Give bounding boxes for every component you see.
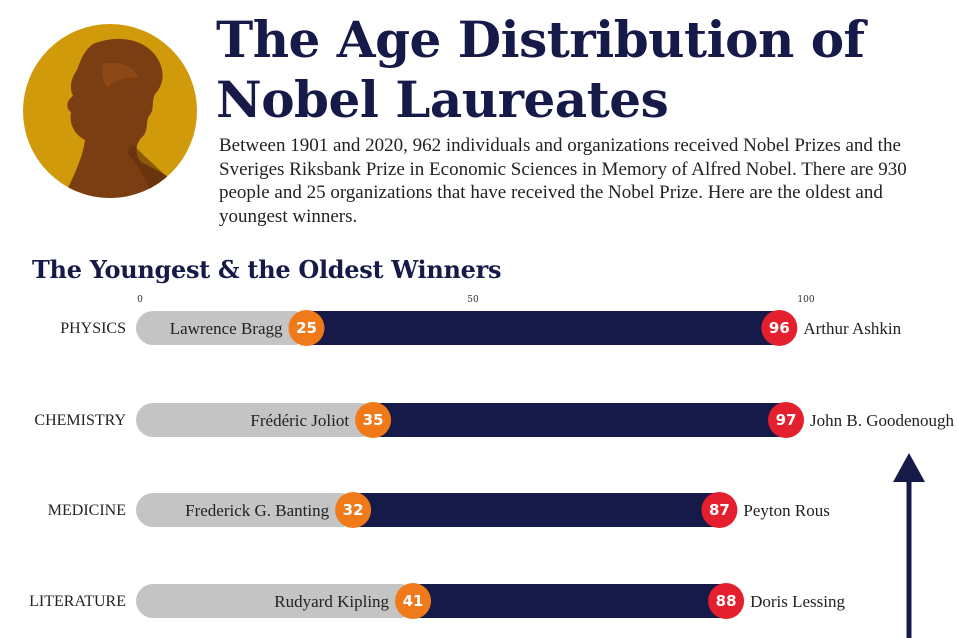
page-title: The Age Distribution of Nobel Laureates bbox=[216, 10, 865, 129]
grey-bar bbox=[136, 584, 418, 618]
oldest-age-label: 87 bbox=[709, 501, 730, 519]
youngest-age-label: 25 bbox=[296, 319, 317, 337]
x-tick-label: 100 bbox=[797, 295, 814, 305]
oldest-winner-name: John B. Goodenough bbox=[810, 411, 955, 430]
age-range-chart: 0 50 100 PHYSICS Lawrence Bragg 25 96 Arthur A… bbox=[29, 295, 955, 638]
grey-bar bbox=[136, 403, 378, 437]
age-range-bar bbox=[353, 493, 720, 527]
oldest-age-marker bbox=[701, 492, 738, 528]
chart-row: LITERATURE Rudyard Kipling 41 88 Doris Lessi… bbox=[29, 583, 845, 619]
x-tick-label: 0 bbox=[137, 295, 143, 305]
chart-row: PHYSICS Lawrence Bragg 25 96 Arthur Ashkin bbox=[60, 310, 902, 346]
x-tick-label: 50 bbox=[467, 295, 479, 305]
age-range-bar bbox=[373, 403, 787, 437]
category-label: MEDICINE bbox=[48, 502, 126, 519]
oldest-age-label: 97 bbox=[776, 411, 797, 429]
nobel-medal-icon bbox=[23, 24, 197, 198]
chart-row: CHEMISTRY Frédéric Joliot 35 97 John B. Good… bbox=[34, 402, 955, 438]
youngest-age-marker bbox=[355, 402, 392, 438]
up-arrow-icon bbox=[893, 453, 925, 638]
youngest-age-label: 41 bbox=[403, 592, 424, 610]
youngest-winner-name: Lawrence Bragg bbox=[170, 319, 283, 338]
youngest-age-marker bbox=[335, 492, 372, 528]
youngest-age-marker bbox=[395, 583, 432, 619]
oldest-age-marker bbox=[708, 583, 745, 619]
youngest-age-label: 35 bbox=[363, 411, 384, 429]
oldest-winner-name: Arthur Ashkin bbox=[803, 319, 901, 338]
chart-title: The Youngest & the Oldest Winners bbox=[32, 255, 502, 284]
age-range-bar bbox=[306, 311, 780, 345]
grey-bar bbox=[136, 493, 358, 527]
category-label: LITERATURE bbox=[29, 593, 126, 610]
category-label: PHYSICS bbox=[60, 320, 126, 337]
intro-paragraph: Between 1901 and 2020, 962 individuals a… bbox=[219, 135, 907, 227]
youngest-age-marker bbox=[288, 310, 325, 346]
youngest-winner-name: Rudyard Kipling bbox=[274, 592, 389, 611]
oldest-age-marker bbox=[768, 402, 805, 438]
x-axis-ticks: 0 50 100 bbox=[137, 295, 815, 305]
youngest-age-label: 32 bbox=[343, 501, 364, 519]
chart-rows: PHYSICS Lawrence Bragg 25 96 Arthur Ashkin CH… bbox=[29, 310, 955, 619]
oldest-winner-name: Doris Lessing bbox=[750, 592, 845, 611]
age-range-bar bbox=[413, 584, 727, 618]
oldest-winner-name: Peyton Rous bbox=[743, 501, 829, 520]
youngest-winner-name: Frédéric Joliot bbox=[250, 411, 349, 430]
oldest-age-marker bbox=[761, 310, 798, 346]
chart-row: MEDICINE Frederick G. Banting 32 87 Peyton R… bbox=[48, 492, 830, 528]
oldest-age-label: 96 bbox=[769, 319, 790, 337]
category-label: CHEMISTRY bbox=[34, 412, 126, 429]
youngest-winner-name: Frederick G. Banting bbox=[185, 501, 329, 520]
oldest-age-label: 88 bbox=[716, 592, 737, 610]
grey-bar bbox=[136, 311, 311, 345]
